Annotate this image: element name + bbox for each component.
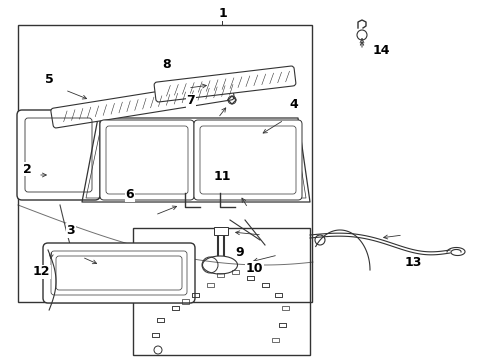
- Bar: [278, 323, 285, 327]
- Bar: [191, 293, 198, 297]
- Bar: [151, 333, 158, 337]
- Bar: [156, 318, 163, 322]
- Bar: [214, 227, 227, 235]
- FancyBboxPatch shape: [100, 120, 194, 200]
- FancyBboxPatch shape: [154, 66, 295, 102]
- Bar: [171, 306, 178, 310]
- Bar: [151, 333, 158, 337]
- Bar: [278, 323, 285, 327]
- Bar: [246, 276, 253, 280]
- FancyBboxPatch shape: [51, 80, 234, 128]
- Bar: [156, 318, 163, 322]
- Bar: [246, 276, 253, 280]
- Bar: [133, 228, 309, 355]
- Bar: [231, 270, 238, 274]
- FancyBboxPatch shape: [17, 110, 100, 200]
- Text: 12: 12: [33, 265, 50, 278]
- Bar: [191, 293, 198, 297]
- Bar: [274, 293, 281, 297]
- Text: 1: 1: [218, 7, 226, 20]
- Bar: [271, 338, 278, 342]
- Text: 13: 13: [404, 256, 421, 269]
- FancyBboxPatch shape: [194, 120, 302, 200]
- Bar: [281, 306, 288, 310]
- Text: 14: 14: [372, 44, 389, 57]
- Text: 11: 11: [213, 170, 231, 183]
- Bar: [261, 283, 268, 287]
- Text: 4: 4: [288, 98, 297, 111]
- Text: 10: 10: [245, 262, 263, 275]
- Bar: [261, 283, 268, 287]
- Bar: [216, 273, 223, 277]
- Bar: [18, 25, 311, 302]
- Bar: [206, 283, 213, 287]
- Text: 7: 7: [186, 94, 195, 107]
- Text: 3: 3: [66, 224, 75, 237]
- Text: 8: 8: [162, 58, 170, 71]
- Bar: [274, 293, 281, 297]
- Text: 5: 5: [44, 73, 53, 86]
- Text: 2: 2: [22, 163, 31, 176]
- Text: 9: 9: [235, 246, 244, 258]
- Text: 6: 6: [125, 188, 134, 201]
- Bar: [181, 300, 188, 303]
- Bar: [171, 306, 178, 310]
- FancyBboxPatch shape: [43, 243, 195, 303]
